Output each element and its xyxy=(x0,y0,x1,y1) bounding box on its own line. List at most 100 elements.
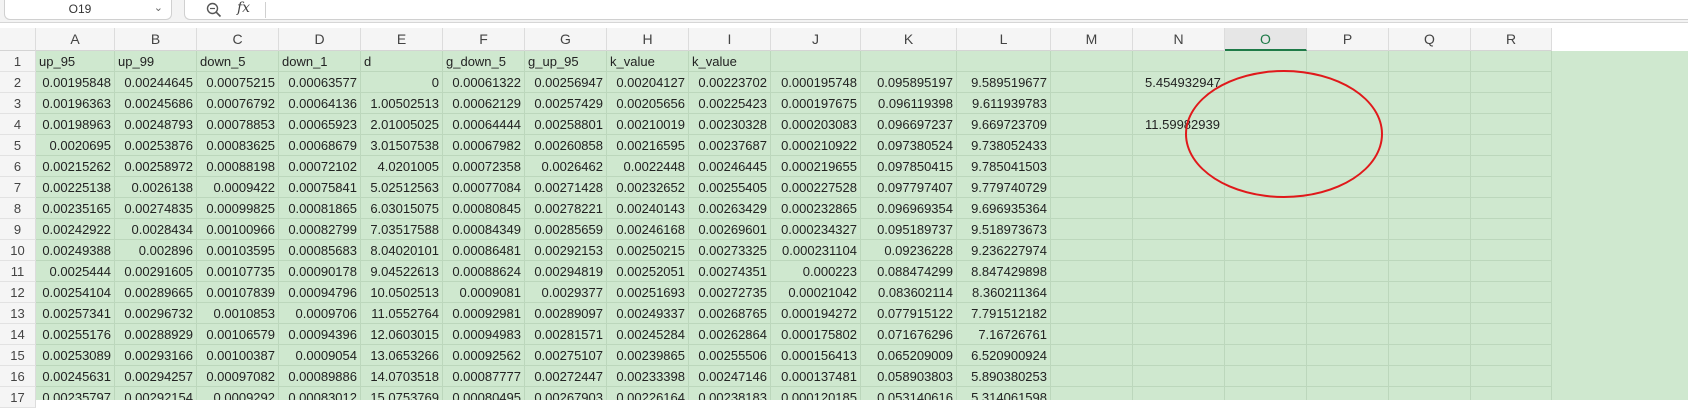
cell-F13[interactable]: 0.00092981 xyxy=(443,303,525,324)
cell-M7[interactable] xyxy=(1051,177,1133,198)
row-header-1[interactable]: 1 xyxy=(0,51,36,72)
cell-G13[interactable]: 0.00289097 xyxy=(525,303,607,324)
column-header-G[interactable]: G xyxy=(525,28,607,51)
cell-L7[interactable]: 9.779740729 xyxy=(957,177,1051,198)
cell-I13[interactable]: 0.00268765 xyxy=(689,303,771,324)
cell-B15[interactable]: 0.00293166 xyxy=(115,345,197,366)
cell-M9[interactable] xyxy=(1051,219,1133,240)
cell-D17[interactable]: 0.00083012 xyxy=(279,387,361,400)
cell-N12[interactable] xyxy=(1133,282,1225,303)
cell-R14[interactable] xyxy=(1471,324,1552,345)
column-header-C[interactable]: C xyxy=(197,28,279,51)
cell-B17[interactable]: 0.00292154 xyxy=(115,387,197,400)
cell-N15[interactable] xyxy=(1133,345,1225,366)
cell-J7[interactable]: 0.000227528 xyxy=(771,177,861,198)
cell-Q6[interactable] xyxy=(1389,156,1471,177)
cell-H3[interactable]: 0.00205656 xyxy=(607,93,689,114)
cell-N7[interactable] xyxy=(1133,177,1225,198)
cell-H6[interactable]: 0.0022448 xyxy=(607,156,689,177)
cell-O12[interactable] xyxy=(1225,282,1307,303)
cell-R3[interactable] xyxy=(1471,93,1552,114)
cell-K6[interactable]: 0.097850415 xyxy=(861,156,957,177)
cell-L16[interactable]: 5.890380253 xyxy=(957,366,1051,387)
cell-F15[interactable]: 0.00092562 xyxy=(443,345,525,366)
cell-K4[interactable]: 0.096697237 xyxy=(861,114,957,135)
cell-N1[interactable] xyxy=(1133,51,1225,72)
cell-M14[interactable] xyxy=(1051,324,1133,345)
cell-P14[interactable] xyxy=(1307,324,1389,345)
column-header-B[interactable]: B xyxy=(115,28,197,51)
zoom-icon[interactable] xyxy=(205,1,223,19)
cell-N9[interactable] xyxy=(1133,219,1225,240)
cell-K8[interactable]: 0.096969354 xyxy=(861,198,957,219)
cell-I15[interactable]: 0.00255506 xyxy=(689,345,771,366)
cell-F12[interactable]: 0.0009081 xyxy=(443,282,525,303)
cell-E16[interactable]: 14.0703518 xyxy=(361,366,443,387)
cell-H17[interactable]: 0.00226164 xyxy=(607,387,689,400)
cell-D1[interactable]: down_1 xyxy=(279,51,361,72)
cell-Q14[interactable] xyxy=(1389,324,1471,345)
cell-A1[interactable]: up_95 xyxy=(36,51,115,72)
cell-R15[interactable] xyxy=(1471,345,1552,366)
cell-C1[interactable]: down_5 xyxy=(197,51,279,72)
cell-K1[interactable] xyxy=(861,51,957,72)
cell-N16[interactable] xyxy=(1133,366,1225,387)
cell-A3[interactable]: 0.00196363 xyxy=(36,93,115,114)
cell-M12[interactable] xyxy=(1051,282,1133,303)
cell-M16[interactable] xyxy=(1051,366,1133,387)
cell-Q13[interactable] xyxy=(1389,303,1471,324)
cell-M3[interactable] xyxy=(1051,93,1133,114)
cell-L6[interactable]: 9.785041503 xyxy=(957,156,1051,177)
cell-K9[interactable]: 0.095189737 xyxy=(861,219,957,240)
cell-K5[interactable]: 0.097380524 xyxy=(861,135,957,156)
cell-O15[interactable] xyxy=(1225,345,1307,366)
cell-L1[interactable] xyxy=(957,51,1051,72)
cell-H7[interactable]: 0.00232652 xyxy=(607,177,689,198)
cell-R11[interactable] xyxy=(1471,261,1552,282)
cell-C8[interactable]: 0.00099825 xyxy=(197,198,279,219)
cell-R6[interactable] xyxy=(1471,156,1552,177)
cell-M17[interactable] xyxy=(1051,387,1133,400)
cell-C2[interactable]: 0.00075215 xyxy=(197,72,279,93)
cell-K2[interactable]: 0.095895197 xyxy=(861,72,957,93)
cell-J1[interactable] xyxy=(771,51,861,72)
cell-H15[interactable]: 0.00239865 xyxy=(607,345,689,366)
column-header-I[interactable]: I xyxy=(689,28,771,51)
cell-O11[interactable] xyxy=(1225,261,1307,282)
cell-N13[interactable] xyxy=(1133,303,1225,324)
cell-K3[interactable]: 0.096119398 xyxy=(861,93,957,114)
cell-B14[interactable]: 0.00288929 xyxy=(115,324,197,345)
cell-Q15[interactable] xyxy=(1389,345,1471,366)
cell-C17[interactable]: 0.0009292 xyxy=(197,387,279,400)
cell-L15[interactable]: 6.520900924 xyxy=(957,345,1051,366)
cell-D6[interactable]: 0.00072102 xyxy=(279,156,361,177)
cell-O5[interactable] xyxy=(1225,135,1307,156)
cell-R4[interactable] xyxy=(1471,114,1552,135)
cell-I9[interactable]: 0.00269601 xyxy=(689,219,771,240)
cell-D10[interactable]: 0.00085683 xyxy=(279,240,361,261)
cell-R2[interactable] xyxy=(1471,72,1552,93)
cell-C7[interactable]: 0.0009422 xyxy=(197,177,279,198)
cell-O1[interactable] xyxy=(1225,51,1307,72)
column-header-P[interactable]: P xyxy=(1307,28,1389,51)
cell-L4[interactable]: 9.669723709 xyxy=(957,114,1051,135)
cell-O14[interactable] xyxy=(1225,324,1307,345)
cell-H13[interactable]: 0.00249337 xyxy=(607,303,689,324)
cell-A7[interactable]: 0.00225138 xyxy=(36,177,115,198)
cell-N6[interactable] xyxy=(1133,156,1225,177)
cell-E1[interactable]: d xyxy=(361,51,443,72)
column-header-A[interactable]: A xyxy=(36,28,115,51)
cell-E8[interactable]: 6.03015075 xyxy=(361,198,443,219)
cell-L8[interactable]: 9.696935364 xyxy=(957,198,1051,219)
cell-G7[interactable]: 0.00271428 xyxy=(525,177,607,198)
cell-P15[interactable] xyxy=(1307,345,1389,366)
cell-I1[interactable]: k_value xyxy=(689,51,771,72)
cell-Q17[interactable] xyxy=(1389,387,1471,400)
cell-I10[interactable]: 0.00273325 xyxy=(689,240,771,261)
cell-C3[interactable]: 0.00076792 xyxy=(197,93,279,114)
cell-A6[interactable]: 0.00215262 xyxy=(36,156,115,177)
cell-G2[interactable]: 0.00256947 xyxy=(525,72,607,93)
column-header-Q[interactable]: Q xyxy=(1389,28,1471,51)
cell-B16[interactable]: 0.00294257 xyxy=(115,366,197,387)
cell-G1[interactable]: g_up_95 xyxy=(525,51,607,72)
